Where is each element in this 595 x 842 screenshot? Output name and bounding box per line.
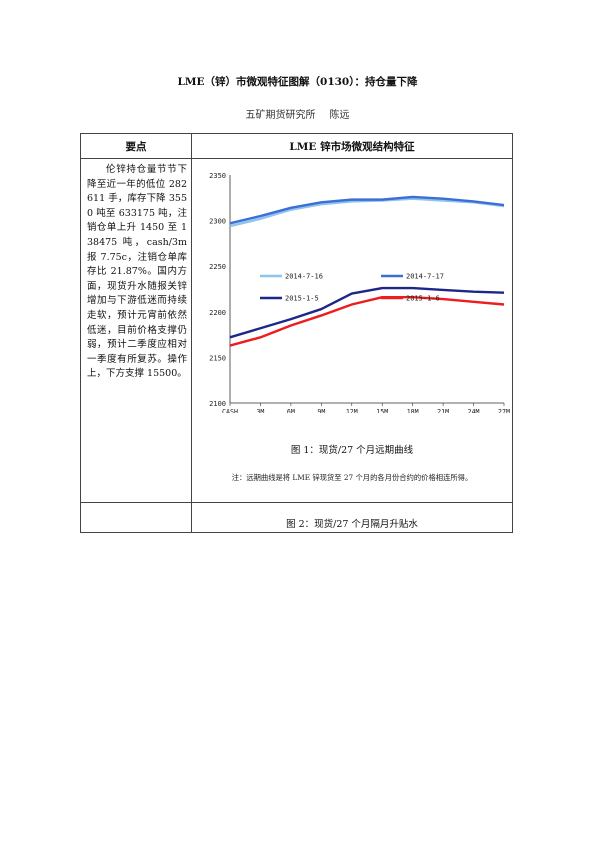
y-tick-label: 2350 [209, 172, 226, 180]
table-header-row: 要点 LME 锌市场微观结构特征 [80, 133, 513, 159]
x-tick-label: 6M [287, 408, 295, 413]
y-tick-label: 2300 [209, 218, 226, 226]
x-tick-label: 18M [407, 408, 419, 413]
header-market-structure: LME 锌市场微观结构特征 [191, 133, 513, 159]
series-line [229, 197, 505, 228]
empty-cell [80, 502, 192, 533]
forward-curve-chart: 2100 2150 2200 2250 2300 2350 CASH 3M 6M 9M 12M 15M… [196, 163, 522, 416]
chart-cell: 2100 2150 2200 2250 2300 2350 CASH 3M 6M 9M 12M 15M… [191, 158, 513, 503]
document-title: LME（锌）市微观特征图解（0130）：持仓量下降 [177, 76, 418, 88]
table-content-row: 伦锌持仓量节节下降至近一年的低位 282611 手，库存下降 3550 吨至 6… [80, 158, 513, 503]
key-points-text: 伦锌持仓量节节下降至近一年的低位 282611 手，库存下降 3550 吨至 6… [80, 158, 192, 503]
y-tick-label: 2100 [209, 400, 226, 408]
y-tick-label: 2250 [209, 263, 226, 271]
x-tick-label: 15M [376, 408, 388, 413]
figure1-note: 注：远期曲线是将 LME 锌现货至 27 个月的各月份合约的价格相连所得。 [231, 473, 473, 482]
analysis-table: 要点 LME 锌市场微观结构特征 伦锌持仓量节节下降至近一年的低位 282611… [80, 133, 513, 533]
y-tick-label: 2150 [209, 354, 226, 362]
series-line [229, 286, 505, 339]
legend-label: 2014-7-17 [406, 273, 444, 281]
author-name: 陈远 [329, 110, 350, 121]
figure1-caption: 图 1：现货/27 个月远期曲线 [290, 445, 414, 456]
table-figure2-row: 图 2：现货/27 个月隔月升贴水 [80, 502, 513, 533]
x-tick-label: 24M [468, 408, 480, 413]
x-tick-label: 3M [256, 408, 264, 413]
figure2-caption: 图 2：现货/27 个月隔月升贴水 [191, 502, 513, 533]
series-line [229, 296, 505, 347]
x-tick-label: 9M [317, 408, 325, 413]
legend-label: 2015-1-6 [406, 295, 440, 303]
legend-label: 2014-7-16 [285, 273, 323, 281]
author-line: 五矿期货研究所 陈远 [0, 106, 595, 121]
author-org: 五矿期货研究所 [245, 110, 316, 121]
header-key-points: 要点 [80, 133, 192, 159]
series-line [229, 195, 505, 225]
legend-label: 2015-1-5 [285, 295, 319, 303]
x-tick-label: 12M [346, 408, 358, 413]
x-tick-label: 21M [437, 408, 449, 413]
x-tick-label: CASH [222, 408, 238, 413]
x-tick-label: 27M [498, 408, 510, 413]
y-tick-label: 2200 [209, 309, 226, 317]
chart-svg: 2100 2150 2200 2250 2300 2350 CASH 3M 6M 9M 12M 15M… [209, 172, 510, 416]
